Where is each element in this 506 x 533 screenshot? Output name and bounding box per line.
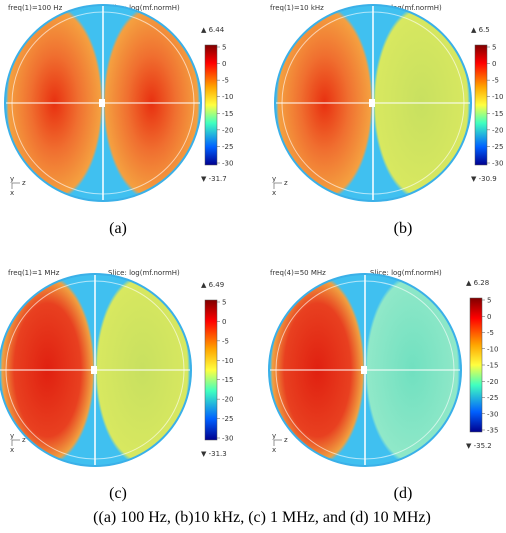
max-label: ▲ 6.44 (201, 26, 225, 34)
source (369, 99, 375, 107)
axis-x: x (272, 446, 276, 454)
colorbar-tick-label: -10 (222, 93, 233, 101)
min-label: ▼ -31.3 (201, 450, 227, 458)
axis-z: z (22, 179, 26, 187)
colorbar-tick-label: -20 (487, 378, 498, 386)
colorbar-tick-label: 5 (222, 44, 226, 52)
source (361, 366, 367, 374)
colorbar-tick-label: -30 (222, 160, 233, 168)
max-label: ▲ 6.28 (466, 279, 489, 287)
min-label: ▼ -30.9 (471, 175, 497, 183)
source (99, 99, 105, 107)
slice-label: Slice: log(mf.normH) (108, 4, 180, 12)
colorbar-tick-label: -10 (487, 345, 498, 353)
colorbar-tick-label: -5 (492, 77, 499, 85)
colorbar-tick-label: -35 (487, 427, 498, 435)
colorbar-tick-label: -30 (222, 435, 233, 443)
axis-x: x (272, 189, 276, 197)
max-label: ▲ 6.5 (471, 26, 490, 34)
colorbar-tick-label: 5 (487, 297, 491, 305)
colorbar-tick-label: -20 (492, 126, 503, 134)
axis-x: x (10, 446, 14, 454)
colorbar (469, 297, 483, 433)
freq-label: freq(4)=50 MHz (270, 269, 326, 277)
axis-y: y (10, 175, 14, 183)
axis-z: z (284, 179, 288, 187)
colorbar-tick-label: 0 (492, 60, 496, 68)
colorbar (204, 299, 218, 441)
axis-x: x (10, 189, 14, 197)
subfigure-label: (a) (109, 220, 127, 237)
colorbar-tick-label: -10 (222, 357, 233, 365)
colorbar-tick-label: -30 (487, 410, 498, 418)
axis-y: y (10, 432, 14, 440)
colorbar-tick-label: 5 (222, 299, 226, 307)
colorbar-tick-label: -5 (222, 77, 229, 85)
subfigure-label: (c) (109, 485, 127, 502)
colorbar-tick-label: -25 (487, 394, 498, 402)
colorbar-tick-label: -15 (487, 362, 498, 370)
colorbar (474, 44, 488, 166)
colorbar-tick-label: -25 (492, 143, 503, 151)
axis-y: y (272, 175, 276, 183)
colorbar-tick-label: -25 (222, 143, 233, 151)
colorbar-tick-label: -15 (222, 376, 233, 384)
axis-z: z (284, 436, 288, 444)
subfigure-label: (b) (394, 220, 413, 237)
freq-label: freq(1)=10 kHz (270, 4, 324, 12)
colorbar-tick-label: -20 (222, 396, 233, 404)
colorbar-tick-label: 0 (222, 318, 226, 326)
colorbar (204, 44, 218, 166)
freq-label: freq(1)=100 Hz (8, 4, 63, 12)
slice-label: Slice: log(mf.normH) (370, 269, 442, 277)
colorbar-tick-label: -10 (492, 93, 503, 101)
slice-label: Slice: log(mf.normH) (370, 4, 442, 12)
colorbar-tick-label: -5 (487, 329, 494, 337)
colorbar-tick-label: -25 (222, 415, 233, 423)
colorbar-tick-label: -20 (222, 126, 233, 134)
subfigure-label: (d) (394, 485, 413, 502)
colorbar-tick-label: -5 (222, 337, 229, 345)
colorbar-tick-label: 5 (492, 44, 496, 52)
colorbar-tick-label: -15 (492, 110, 503, 118)
source (91, 366, 97, 374)
axis-z: z (22, 436, 26, 444)
slice-label: Slice: log(mf.normH) (108, 269, 180, 277)
colorbar-tick-label: -15 (222, 110, 233, 118)
freq-label: freq(1)=1 MHz (8, 269, 60, 277)
max-label: ▲ 6.49 (201, 281, 224, 289)
caption: ((a) 100 Hz, (b)10 kHz, (c) 1 MHz, and (… (93, 509, 431, 526)
axis-y: y (272, 432, 276, 440)
colorbar-tick-label: -30 (492, 160, 503, 168)
colorbar-tick-label: 0 (487, 313, 491, 321)
min-label: ▼ -35.2 (466, 442, 492, 450)
min-label: ▼ -31.7 (201, 175, 227, 183)
colorbar-tick-label: 0 (222, 60, 226, 68)
